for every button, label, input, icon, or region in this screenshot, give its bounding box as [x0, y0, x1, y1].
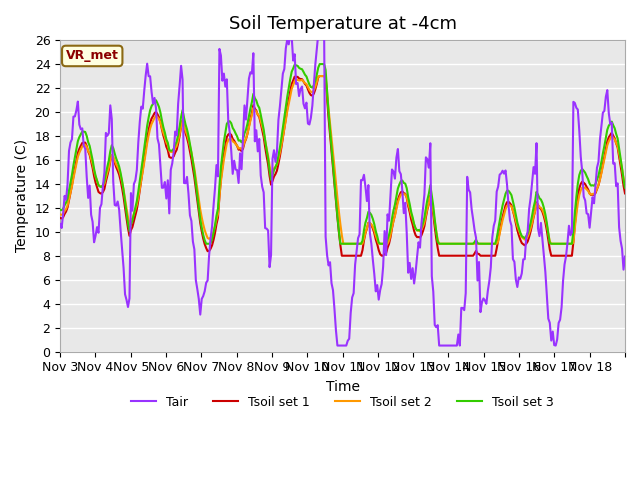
Title: Soil Temperature at -4cm: Soil Temperature at -4cm	[228, 15, 456, 33]
Text: VR_met: VR_met	[66, 49, 118, 62]
X-axis label: Time: Time	[326, 380, 360, 394]
Y-axis label: Temperature (C): Temperature (C)	[15, 139, 29, 252]
Legend: Tair, Tsoil set 1, Tsoil set 2, Tsoil set 3: Tair, Tsoil set 1, Tsoil set 2, Tsoil se…	[127, 391, 559, 414]
